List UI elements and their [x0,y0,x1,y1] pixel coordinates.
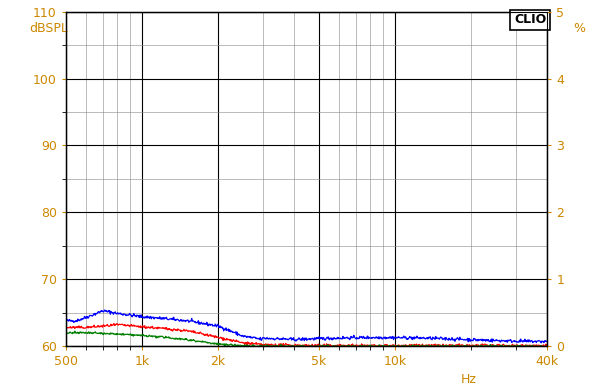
Text: CLIO: CLIO [514,13,546,26]
Text: Hz: Hz [460,373,477,386]
Text: %: % [573,22,585,35]
Text: dBSPL: dBSPL [30,22,69,35]
